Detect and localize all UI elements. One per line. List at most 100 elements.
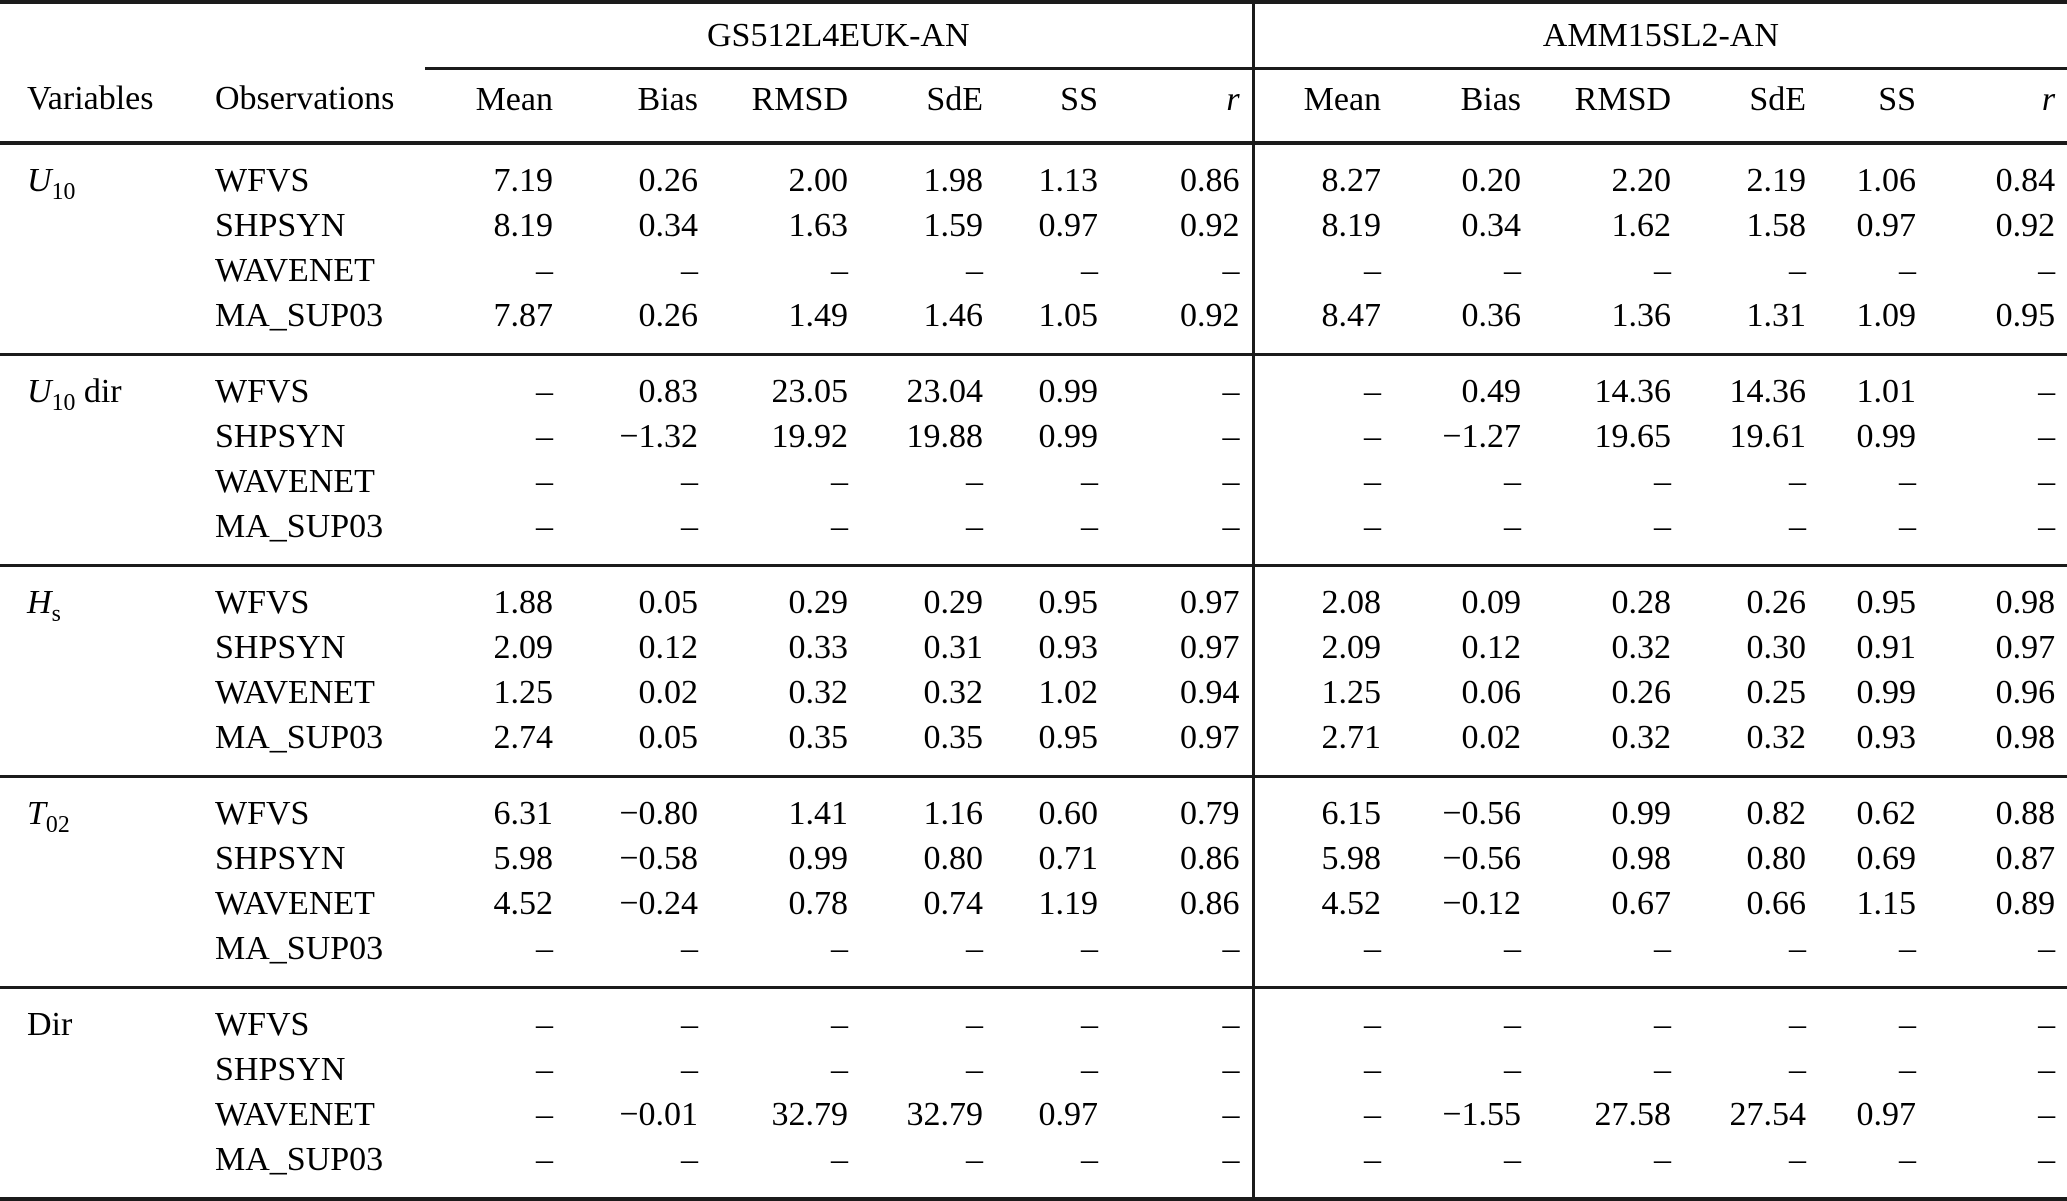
value-cell: 0.99	[1856, 674, 1917, 711]
column-header-bias-1: Bias	[565, 68, 710, 145]
value-cell: 0.12	[1461, 629, 1522, 666]
value-cell: 0.32	[923, 674, 984, 711]
value-cell: –	[1654, 1051, 1672, 1088]
column-header-mean-2: Mean	[1251, 68, 1394, 145]
value-cell: −0.01	[619, 1096, 698, 1133]
value-cell: 1.41	[710, 775, 860, 836]
variable-label: Hs	[0, 564, 195, 626]
value-cell: –	[2038, 1096, 2056, 1133]
value-cell: 7.19	[425, 141, 565, 203]
table-row: SHPSYN 2.09 0.12 0.33 0.31 0.93 0.97 2.09 0.12 0.…	[0, 625, 2067, 670]
table-row: WAVENET – – – – – – – – – – – –	[0, 248, 2067, 293]
value-cell: 4.52	[1251, 881, 1394, 926]
value-cell: 0.80	[923, 840, 984, 877]
value-cell: –	[710, 1137, 860, 1201]
value-cell: 6.31	[425, 775, 565, 836]
value-cell: –	[1222, 508, 1240, 545]
column-header-ss-2: SS	[1818, 68, 1929, 145]
value-cell: –	[1222, 252, 1240, 289]
observation-label: WFVS	[195, 564, 425, 625]
column-header-mean-1: Mean	[425, 68, 565, 145]
value-cell: 0.49	[1393, 353, 1534, 414]
table-row: MA_SUP03 7.87 0.26 1.49 1.46 1.05 0.92 8.47 0.36…	[0, 293, 2067, 355]
value-cell: 1.49	[788, 297, 849, 334]
value-cell: –	[1504, 508, 1522, 545]
value-cell: 0.09	[1393, 564, 1534, 625]
value-cell: –	[1081, 252, 1098, 289]
table-row: T02 WFVS 6.31 −0.80 1.41 1.16 0.60 0.79 6.15 −0.5…	[0, 775, 2067, 837]
variable-label	[0, 1137, 195, 1201]
value-cell: 0.32	[1611, 719, 1672, 756]
value-cell: 0.35	[923, 719, 984, 756]
value-cell: –	[995, 986, 1110, 1047]
variable-label: Dir	[0, 986, 195, 1047]
value-cell: 1.31	[1746, 297, 1807, 334]
observation-label: SHPSYN	[215, 207, 346, 244]
value-cell: 0.91	[1856, 629, 1917, 666]
value-cell: 0.95	[1818, 564, 1929, 625]
value-cell: 1.02	[1038, 674, 1099, 711]
value-cell: –	[1504, 252, 1522, 289]
value-cell: 1.05	[1038, 297, 1099, 334]
value-cell: 0.26	[1611, 674, 1672, 711]
table-row: U10 WFVS 7.19 0.26 2.00 1.98 1.13 0.86 8.27 0.20 2…	[0, 141, 2067, 204]
value-cell: –	[2038, 930, 2056, 967]
value-cell: 0.98	[1995, 719, 2056, 756]
value-cell: –	[2038, 463, 2056, 500]
value-cell: –	[1683, 1137, 1819, 1201]
observation-label: MA_SUP03	[215, 719, 384, 756]
value-cell: –	[2038, 1051, 2056, 1088]
table-row: WAVENET – – – – – – – – – – – –	[0, 459, 2067, 504]
variable-label	[0, 1047, 195, 1092]
value-cell: 0.95	[995, 564, 1110, 625]
table-row: U10 dir WFVS –0.83 23.05 23.04 0.99– –0.49 14.3…	[0, 353, 2067, 415]
value-cell: 0.89	[1995, 885, 2056, 922]
value-cell: 19.92	[771, 418, 849, 455]
value-cell: 0.94	[1180, 674, 1240, 711]
observation-label: SHPSYN	[215, 1051, 346, 1088]
value-cell: –	[831, 1051, 848, 1088]
variable-label	[0, 670, 195, 715]
value-cell: −0.80	[565, 775, 710, 836]
value-cell: –	[1393, 1137, 1534, 1201]
value-cell: –	[1110, 353, 1254, 414]
value-cell: 0.79	[1110, 775, 1254, 836]
column-header-observations: Observations	[195, 68, 425, 145]
value-cell: 0.30	[1746, 629, 1807, 666]
value-cell: 8.19	[493, 207, 554, 244]
value-cell: 1.63	[788, 207, 849, 244]
value-cell: 0.12	[638, 629, 699, 666]
value-cell: 2.20	[1533, 141, 1684, 203]
value-cell: –	[860, 1137, 995, 1201]
value-cell: –	[1504, 1051, 1522, 1088]
column-header-sde-1: SdE	[860, 68, 995, 145]
value-cell: –	[1251, 986, 1394, 1047]
variable-label: U10	[0, 141, 195, 204]
value-cell: –	[681, 930, 698, 967]
value-cell: –	[1789, 463, 1807, 500]
value-cell: 0.99	[995, 353, 1110, 414]
group-header-row: GS512L4EUK-AN AMM15SL2-AN	[0, 0, 2067, 70]
value-cell: –	[425, 1137, 565, 1201]
value-cell: 0.93	[1856, 719, 1917, 756]
value-cell: –	[860, 986, 995, 1047]
column-header-rmsd-2: RMSD	[1533, 68, 1684, 145]
value-cell: –	[2038, 418, 2056, 455]
value-cell: 0.97	[1995, 629, 2056, 666]
value-cell: –	[681, 508, 698, 545]
observation-label: SHPSYN	[215, 840, 346, 877]
value-cell: 6.15	[1251, 775, 1394, 836]
value-cell: –	[966, 252, 983, 289]
value-cell: –	[1654, 252, 1672, 289]
table-row: MA_SUP03– – – – – – – – – – – –	[0, 1137, 2067, 1201]
value-cell: –	[681, 1051, 698, 1088]
value-cell: 0.86	[1110, 141, 1254, 203]
value-cell: –	[966, 930, 983, 967]
value-cell: –	[831, 930, 848, 967]
value-cell: 0.92	[1180, 297, 1240, 334]
value-cell: –	[1251, 1047, 1394, 1092]
value-cell: –	[1533, 986, 1684, 1047]
variable-label	[0, 625, 195, 670]
value-cell: –	[1789, 1051, 1807, 1088]
